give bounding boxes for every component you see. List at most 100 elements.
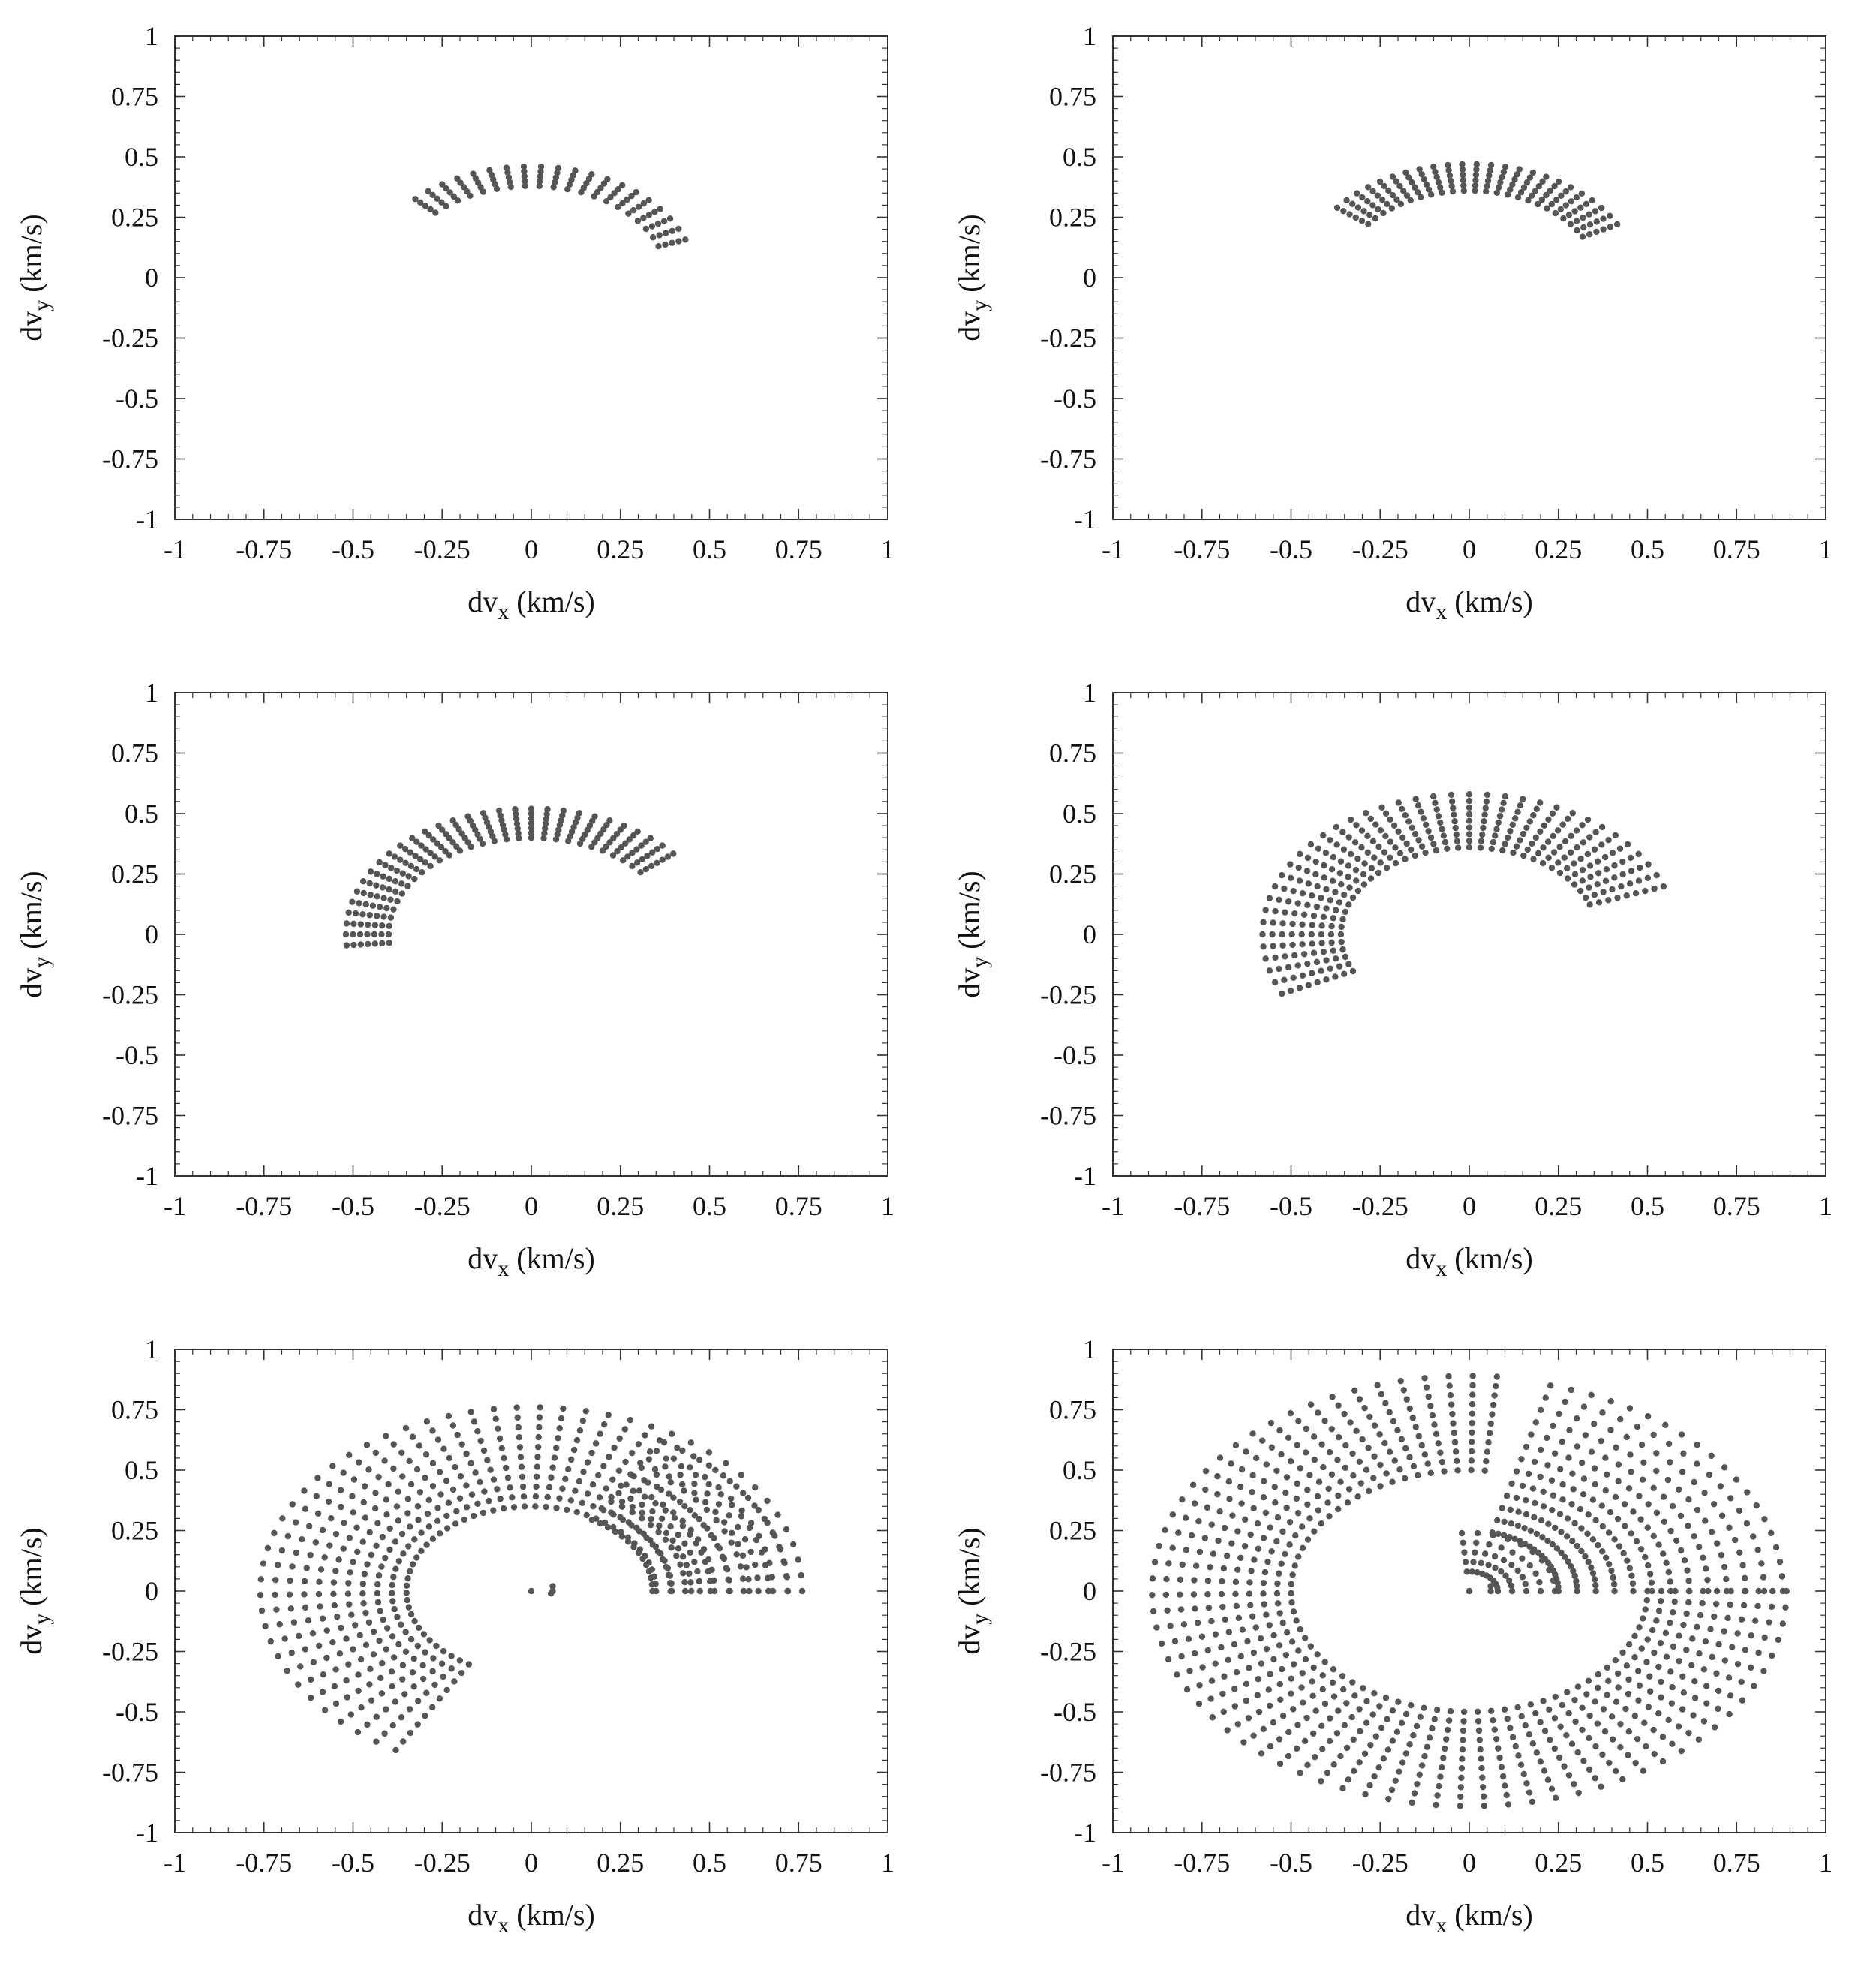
data-point: [693, 1496, 699, 1503]
data-point: [428, 1704, 436, 1710]
data-point: [380, 873, 386, 880]
data-point: [429, 1427, 436, 1434]
data-point: [1517, 802, 1524, 809]
data-point: [622, 1458, 629, 1466]
data-point: [1609, 886, 1616, 892]
data-point: [373, 1713, 380, 1720]
data-point: [257, 1576, 264, 1583]
data-point: [1518, 1456, 1525, 1463]
data-point: [1454, 838, 1461, 844]
data-point: [642, 838, 649, 845]
data-point: [1495, 1745, 1502, 1752]
data-point: [1285, 898, 1292, 905]
data-point: [422, 203, 429, 209]
data-point: [618, 1533, 626, 1540]
data-point: [540, 835, 547, 841]
data-point: [1529, 1740, 1537, 1747]
data-point: [1446, 1382, 1453, 1389]
data-point: [317, 1566, 325, 1573]
data-point: [1261, 1568, 1269, 1576]
data-point: [1670, 1609, 1676, 1616]
data-point: [442, 830, 449, 838]
data-point: [1156, 1542, 1162, 1550]
data-point: [1742, 1647, 1749, 1653]
data-point: [604, 1523, 612, 1531]
y-tick-label: 1: [145, 1334, 158, 1364]
data-point: [1559, 1701, 1565, 1709]
data-point: [1574, 1415, 1580, 1422]
x-tick-label: 0.25: [597, 1848, 644, 1878]
data-point: [443, 1686, 450, 1694]
data-point: [604, 176, 611, 182]
data-point: [1715, 1641, 1722, 1648]
x-tick-label: -1: [164, 1191, 186, 1221]
data-point: [361, 1483, 368, 1490]
data-point: [373, 1738, 380, 1745]
data-point: [693, 1540, 699, 1547]
y-axis-label: dvy (km/s): [14, 1527, 54, 1654]
y-tick-label: 0.5: [1063, 1455, 1096, 1485]
data-point: [1547, 1382, 1554, 1389]
data-point: [312, 1539, 320, 1546]
data-point: [532, 1493, 540, 1500]
data-point: [407, 1635, 415, 1643]
data-point: [454, 175, 461, 182]
data-point: [611, 190, 618, 197]
data-point: [655, 242, 662, 250]
data-point: [1609, 1736, 1616, 1743]
data-point: [1527, 1527, 1535, 1535]
data-point: [1260, 1579, 1267, 1587]
data-point: [1493, 1373, 1501, 1380]
data-point: [422, 828, 428, 835]
data-point: [1381, 1439, 1388, 1447]
data-point: [667, 1479, 675, 1486]
data-point: [1182, 1514, 1189, 1521]
data-point: [1484, 177, 1492, 185]
data-point: [438, 1660, 446, 1667]
data-point: [1778, 1573, 1786, 1580]
data-point: [619, 200, 626, 207]
data-point: [1207, 1564, 1213, 1571]
data-point: [267, 1638, 275, 1645]
data-point: [1330, 1693, 1338, 1700]
data-point: [1617, 1721, 1624, 1728]
data-point: [1550, 832, 1556, 840]
data-point: [403, 1590, 410, 1596]
data-point: [594, 188, 601, 196]
data-point: [1345, 834, 1352, 841]
data-point: [528, 820, 535, 827]
data-point: [690, 1453, 697, 1460]
data-point: [1548, 1785, 1556, 1792]
data-point: [1459, 161, 1466, 167]
data-point: [1742, 1574, 1748, 1582]
data-point: [411, 1617, 418, 1625]
data-point: [464, 813, 471, 820]
data-point: [1561, 854, 1568, 861]
data-point: [1195, 1700, 1203, 1707]
data-point: [1266, 1622, 1273, 1629]
x-tick-label: -1: [1102, 534, 1124, 564]
data-point: [1579, 233, 1586, 240]
y-tick-label: 1: [145, 21, 158, 51]
data-point: [1616, 845, 1624, 852]
data-point: [1315, 1409, 1321, 1416]
data-point: [383, 1706, 389, 1713]
data-point: [1415, 1472, 1421, 1479]
data-point: [1433, 847, 1439, 854]
data-point: [1486, 1430, 1493, 1436]
data-point: [518, 1463, 525, 1470]
data-point: [1608, 1567, 1615, 1574]
data-point: [1738, 1678, 1745, 1686]
data-point: [1351, 839, 1359, 846]
data-point: [613, 830, 621, 838]
data-point: [1318, 931, 1325, 938]
data-point: [1734, 1630, 1741, 1637]
data-point: [414, 1721, 421, 1728]
data-point: [1678, 1431, 1685, 1438]
data-point: [1267, 1419, 1275, 1427]
data-point: [573, 1508, 580, 1516]
data-point: [1478, 1559, 1485, 1567]
y-tick-label: -0.25: [1040, 980, 1096, 1010]
data-point: [328, 1514, 335, 1522]
data-point: [1612, 1493, 1619, 1501]
